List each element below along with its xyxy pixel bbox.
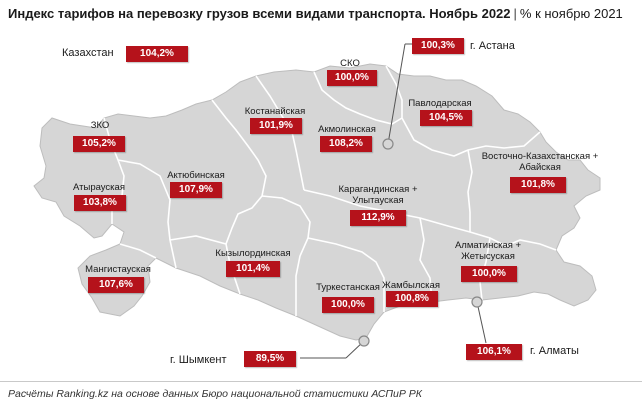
mangistau-value: 107,6%	[88, 277, 144, 293]
title-separator: |	[513, 6, 517, 21]
aktobe-value: 107,9%	[170, 182, 222, 198]
kazakhstan-label: Казахстан	[62, 47, 114, 59]
aktobe-label: Актюбинская	[167, 170, 225, 181]
sko-label: СКО	[340, 58, 360, 69]
astana-value: 100,3%	[412, 38, 464, 54]
almaty-region-label-text: Алматинская + Жетысуская	[454, 240, 522, 262]
akmola-label: Акмолинская	[318, 124, 376, 135]
almaty-city-value: 106,1%	[466, 344, 522, 360]
astana-marker	[382, 138, 394, 150]
zko-label: ЗКО	[90, 120, 110, 131]
shymkent-marker	[358, 335, 370, 347]
footer-source: Расчёты Ranking.kz на основе данных Бюро…	[8, 388, 422, 400]
karaganda-label-text: Карагандинская + Улытауская	[338, 184, 418, 206]
almaty-region-label: Алматинская + Жетысуская	[450, 240, 526, 262]
kostanay-value: 101,9%	[250, 118, 302, 134]
shymkent-label: г. Шымкент	[170, 354, 227, 366]
pavlodar-value: 104,5%	[420, 110, 472, 126]
turkestan-label: Туркестанская	[316, 282, 380, 293]
karaganda-value: 112,9%	[350, 210, 406, 226]
kyzylorda-value: 101,4%	[226, 261, 280, 277]
turkestan-value: 100,0%	[322, 297, 374, 313]
region-borders	[103, 65, 557, 316]
almaty-city-label: г. Алматы	[530, 345, 579, 357]
almaty-marker	[471, 296, 483, 308]
pavlodar-label: Павлодарская	[408, 98, 472, 109]
astana-label: г. Астана	[470, 40, 515, 52]
title-subtitle: % к ноябрю 2021	[519, 6, 623, 21]
karaganda-label: Карагандинская + Улытауская	[332, 184, 424, 206]
zhambyl-value: 100,8%	[386, 291, 438, 307]
atyrau-value: 103,8%	[74, 195, 126, 211]
country-outline	[33, 63, 601, 341]
atyrau-label: Атырауская	[73, 182, 125, 193]
vko-label: Восточно-Казахстанская + Абайская	[472, 151, 608, 173]
chart-title: Индекс тарифов на перевозку грузов всеми…	[8, 6, 623, 21]
title-text: Индекс тарифов на перевозку грузов всеми…	[8, 6, 511, 21]
kyzylorda-label: Кызылординская	[215, 248, 291, 259]
zhambyl-label: Жамбылская	[382, 280, 440, 291]
footer-divider	[0, 381, 642, 382]
shymkent-value: 89,5%	[244, 351, 296, 367]
kazakhstan-value: 104,2%	[126, 46, 188, 62]
vko-label-text: Восточно-Казахстанская + Абайская	[481, 151, 599, 173]
almaty-region-value: 100,0%	[461, 266, 517, 282]
vko-value: 101,8%	[510, 177, 566, 193]
akmola-value: 108,2%	[320, 136, 372, 152]
sko-value: 100,0%	[327, 70, 377, 86]
zko-value: 105,2%	[73, 136, 125, 152]
mangistau-label: Мангистауская	[85, 264, 151, 275]
kostanay-label: Костанайская	[244, 106, 306, 117]
